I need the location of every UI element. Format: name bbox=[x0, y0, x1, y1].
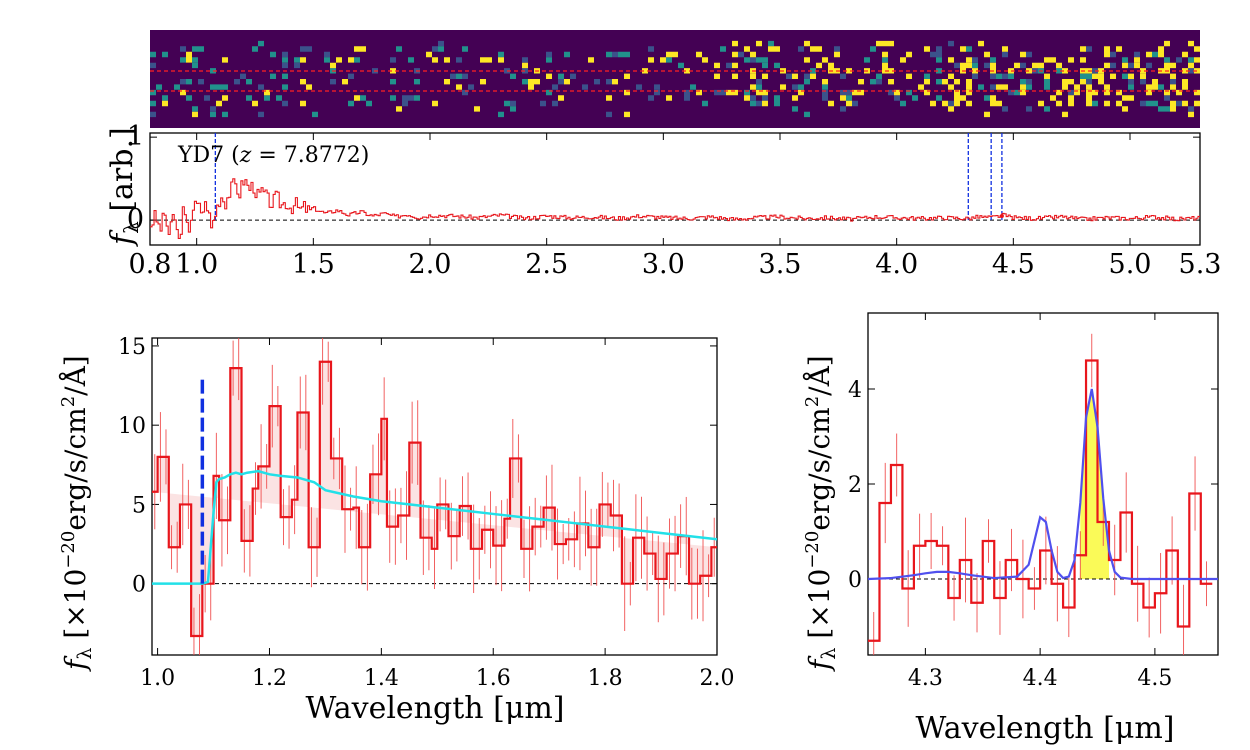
x-tick-label: 1.0 bbox=[140, 666, 175, 691]
bottom-left-y-axis-label: fλ [×10−20erg/s/cm2/Å] bbox=[58, 355, 96, 672]
x-tick-label: 2.0 bbox=[700, 666, 735, 691]
x-tick-label: 1.2 bbox=[252, 666, 287, 691]
top-y-axis-label: fλ [arb.] bbox=[105, 127, 143, 247]
plot-area bbox=[152, 338, 717, 655]
y-tick-label: 0 bbox=[132, 573, 146, 598]
axes-frame bbox=[867, 312, 1219, 656]
model-line bbox=[868, 388, 1218, 581]
x-tick-label: 3.5 bbox=[759, 249, 802, 280]
line-flux-highlight bbox=[1080, 389, 1109, 579]
bottom-right-panel: 4.3 4.4 4.5 0 2 4 bbox=[848, 312, 1219, 691]
bottom-left-x-axis-label: Wavelength [μm] bbox=[306, 691, 565, 726]
y-tick-label: 0 bbox=[848, 568, 862, 593]
y-tick-label: 15 bbox=[118, 335, 146, 360]
bottom-left-panel: 1.0 1.2 1.4 1.6 1.8 2.0 0 5 10 15 bbox=[118, 335, 735, 691]
data-step bbox=[868, 359, 1213, 642]
data-step bbox=[152, 360, 717, 638]
x-tick-label: 0.8 bbox=[129, 249, 172, 280]
spec2d-background bbox=[150, 30, 1200, 128]
x-tick-label: 5.3 bbox=[1179, 249, 1222, 280]
bottom-right-y-axis-label: fλ [×10−20erg/s/cm2/Å] bbox=[802, 355, 840, 672]
x-tick-label: 1.8 bbox=[588, 666, 623, 691]
data-fill bbox=[152, 361, 717, 636]
spectrum-line bbox=[150, 178, 1200, 240]
x-tick-label: 1.6 bbox=[476, 666, 511, 691]
x-tick-label: 4.3 bbox=[908, 666, 943, 691]
plot-area bbox=[868, 333, 1218, 655]
object-annotation: YD7 (z = 7.8772) bbox=[177, 143, 369, 168]
x-tick-label: 5.0 bbox=[1109, 249, 1152, 280]
x-tick-label: 3.0 bbox=[642, 249, 685, 280]
x-tick-label: 4.0 bbox=[875, 249, 918, 280]
x-tick-label: 1.4 bbox=[364, 666, 399, 691]
spectrum-2d-image bbox=[150, 30, 1200, 128]
y-tick-label: 0 bbox=[127, 204, 144, 235]
x-tick-label: 2.5 bbox=[525, 249, 568, 280]
bottom-right-x-axis-label: Wavelength [μm] bbox=[916, 711, 1175, 746]
spec2d-pixels-teal bbox=[150, 40, 1194, 118]
peak-marker bbox=[999, 213, 1004, 218]
y-tick-label: 10 bbox=[118, 414, 146, 439]
y-tick-label: 5 bbox=[132, 493, 146, 518]
spec2d-pixels-mid bbox=[150, 40, 1194, 118]
x-tick-label: 1.0 bbox=[175, 249, 218, 280]
y-tick-label: 1 bbox=[127, 121, 144, 152]
x-tick-label: 4.5 bbox=[992, 249, 1035, 280]
x-tick-label: 2.0 bbox=[409, 249, 452, 280]
model-line bbox=[152, 469, 717, 585]
axes-frame bbox=[149, 132, 1201, 246]
x-tick-label: 4.5 bbox=[1137, 666, 1172, 691]
x-tick-label: 4.4 bbox=[1023, 666, 1058, 691]
axes-frame bbox=[151, 337, 718, 656]
top-1d-panel: 0.8 1.0 1.5 2.0 2.5 3.0 3.5 4.0 4.5 5.0 5.3 0 1 bbox=[127, 121, 1222, 280]
y-tick-label: 4 bbox=[848, 378, 862, 403]
y-tick-label: 2 bbox=[848, 473, 862, 498]
x-tick-label: 1.5 bbox=[292, 249, 335, 280]
